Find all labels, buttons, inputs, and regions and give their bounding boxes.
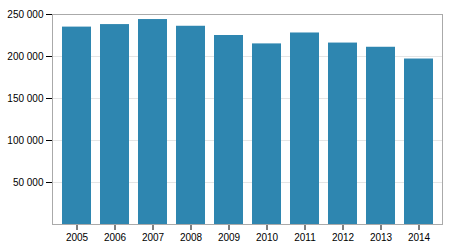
svg-text:100 000: 100 000 — [7, 135, 44, 146]
svg-text:200 000: 200 000 — [7, 51, 44, 62]
svg-text:2008: 2008 — [180, 232, 203, 243]
svg-text:150 000: 150 000 — [7, 93, 44, 104]
svg-text:2012: 2012 — [332, 232, 355, 243]
svg-text:50 000: 50 000 — [13, 177, 44, 188]
svg-text:250 000: 250 000 — [7, 9, 44, 20]
svg-text:2009: 2009 — [218, 232, 241, 243]
svg-text:2014: 2014 — [408, 232, 431, 243]
svg-text:2005: 2005 — [66, 232, 89, 243]
svg-text:2006: 2006 — [104, 232, 127, 243]
svg-text:2013: 2013 — [370, 232, 393, 243]
svg-text:2007: 2007 — [142, 232, 165, 243]
svg-text:2010: 2010 — [256, 232, 279, 243]
svg-text:2011: 2011 — [294, 232, 316, 243]
